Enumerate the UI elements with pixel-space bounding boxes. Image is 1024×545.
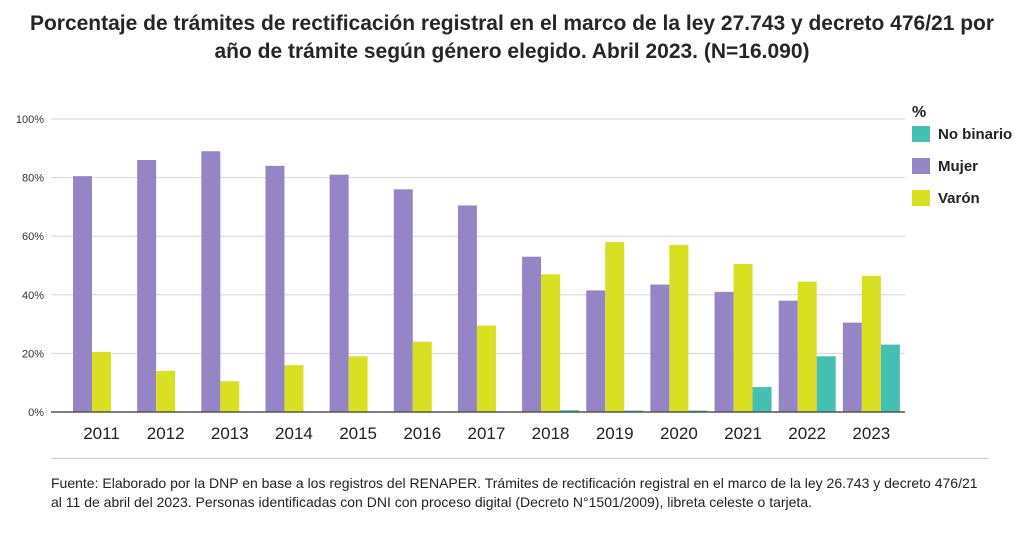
bar-no-binario-2023: [880, 344, 900, 412]
x-tick-label: 2016: [403, 424, 441, 443]
x-tick-label: 2011: [83, 424, 120, 443]
x-axis-ticks: 2011 2012 2013 2014 2015 2016 2017 2018 2019 2020…: [83, 424, 890, 443]
y-tick-label: 0%: [28, 407, 44, 419]
legend-swatch: [912, 158, 930, 174]
bar-mujer-2023: [842, 322, 862, 412]
bar-no-binario-2021: [752, 387, 772, 412]
bar-mujer-2020: [650, 284, 670, 412]
bar-var-n-2016: [412, 341, 432, 412]
bar-var-n-2018: [541, 274, 561, 412]
bar-var-n-2014: [284, 365, 304, 412]
x-tick-label: 2021: [724, 424, 762, 443]
gridlines: [51, 118, 905, 354]
y-tick-label: 40%: [22, 290, 44, 302]
bar-var-n-2015: [348, 356, 368, 412]
x-tick-label: 2019: [596, 424, 634, 443]
chart-title: Porcentaje de trámites de rectificación …: [0, 10, 1024, 66]
legend: % No binario Mujer Varón: [912, 104, 1012, 207]
bar-mujer-2011: [73, 176, 92, 412]
footnote: Fuente: Elaborado por la DNP en base a l…: [51, 475, 978, 510]
legend-label: Mujer: [938, 158, 978, 175]
bar-mujer-2022: [778, 300, 798, 412]
bar-var-n-2022: [797, 281, 817, 412]
bar-var-n-2012: [156, 370, 176, 412]
bar-mujer-2015: [329, 174, 349, 412]
legend-label: No binario: [938, 126, 1012, 143]
bar-no-binario-2018: [560, 410, 580, 412]
bar-var-n-2017: [476, 325, 496, 412]
bar-mujer-2017: [457, 205, 477, 412]
bar-var-n-2020: [669, 244, 689, 412]
bar-no-binario-2022: [816, 356, 836, 412]
y-tick-label: 20%: [22, 348, 44, 360]
bar-mujer-2014: [265, 165, 285, 412]
chart-title-line-2: año de trámite según género elegido. Abr…: [214, 40, 810, 63]
y-tick-label: 60%: [22, 231, 44, 243]
x-tick-label: 2015: [339, 424, 377, 443]
bar-var-n-2023: [861, 275, 881, 412]
bar-var-n-2011: [92, 351, 111, 412]
bar-chart: 0%20%40%60%80%100% 2011 2012 2013 2014 2015 2…: [16, 104, 1012, 443]
x-tick-label: 2020: [660, 424, 698, 443]
x-tick-label: 2013: [211, 424, 249, 443]
x-tick-label: 2012: [147, 424, 185, 443]
legend-label: Varón: [938, 190, 980, 207]
y-axis-ticks: 0% 20% 40% 60% 80% 100%: [16, 114, 44, 419]
bar-mujer-2016: [393, 189, 413, 412]
x-tick-label: 2022: [788, 424, 826, 443]
bar-var-n-2021: [733, 264, 753, 412]
y-tick-label: 100%: [16, 114, 44, 126]
chart-title-line-1: Porcentaje de trámites de rectificación …: [29, 12, 995, 35]
bar-mujer-2018: [522, 256, 542, 412]
x-tick-label: 2018: [532, 424, 570, 443]
legend-swatch: [912, 126, 930, 142]
bar-mujer-2013: [201, 151, 221, 413]
bar-mujer-2019: [586, 290, 606, 412]
y-tick-label: 80%: [22, 173, 44, 185]
bars: [73, 151, 900, 413]
bar-mujer-2021: [714, 291, 734, 412]
bar-mujer-2012: [137, 160, 157, 412]
x-tick-label: 2023: [852, 424, 890, 443]
bar-var-n-2019: [605, 242, 625, 412]
x-tick-label: 2014: [275, 424, 313, 443]
footnote-divider: [51, 458, 989, 459]
legend-swatch: [912, 190, 930, 206]
x-tick-label: 2017: [468, 424, 506, 443]
legend-title: %: [912, 104, 926, 121]
bar-var-n-2013: [220, 381, 240, 412]
